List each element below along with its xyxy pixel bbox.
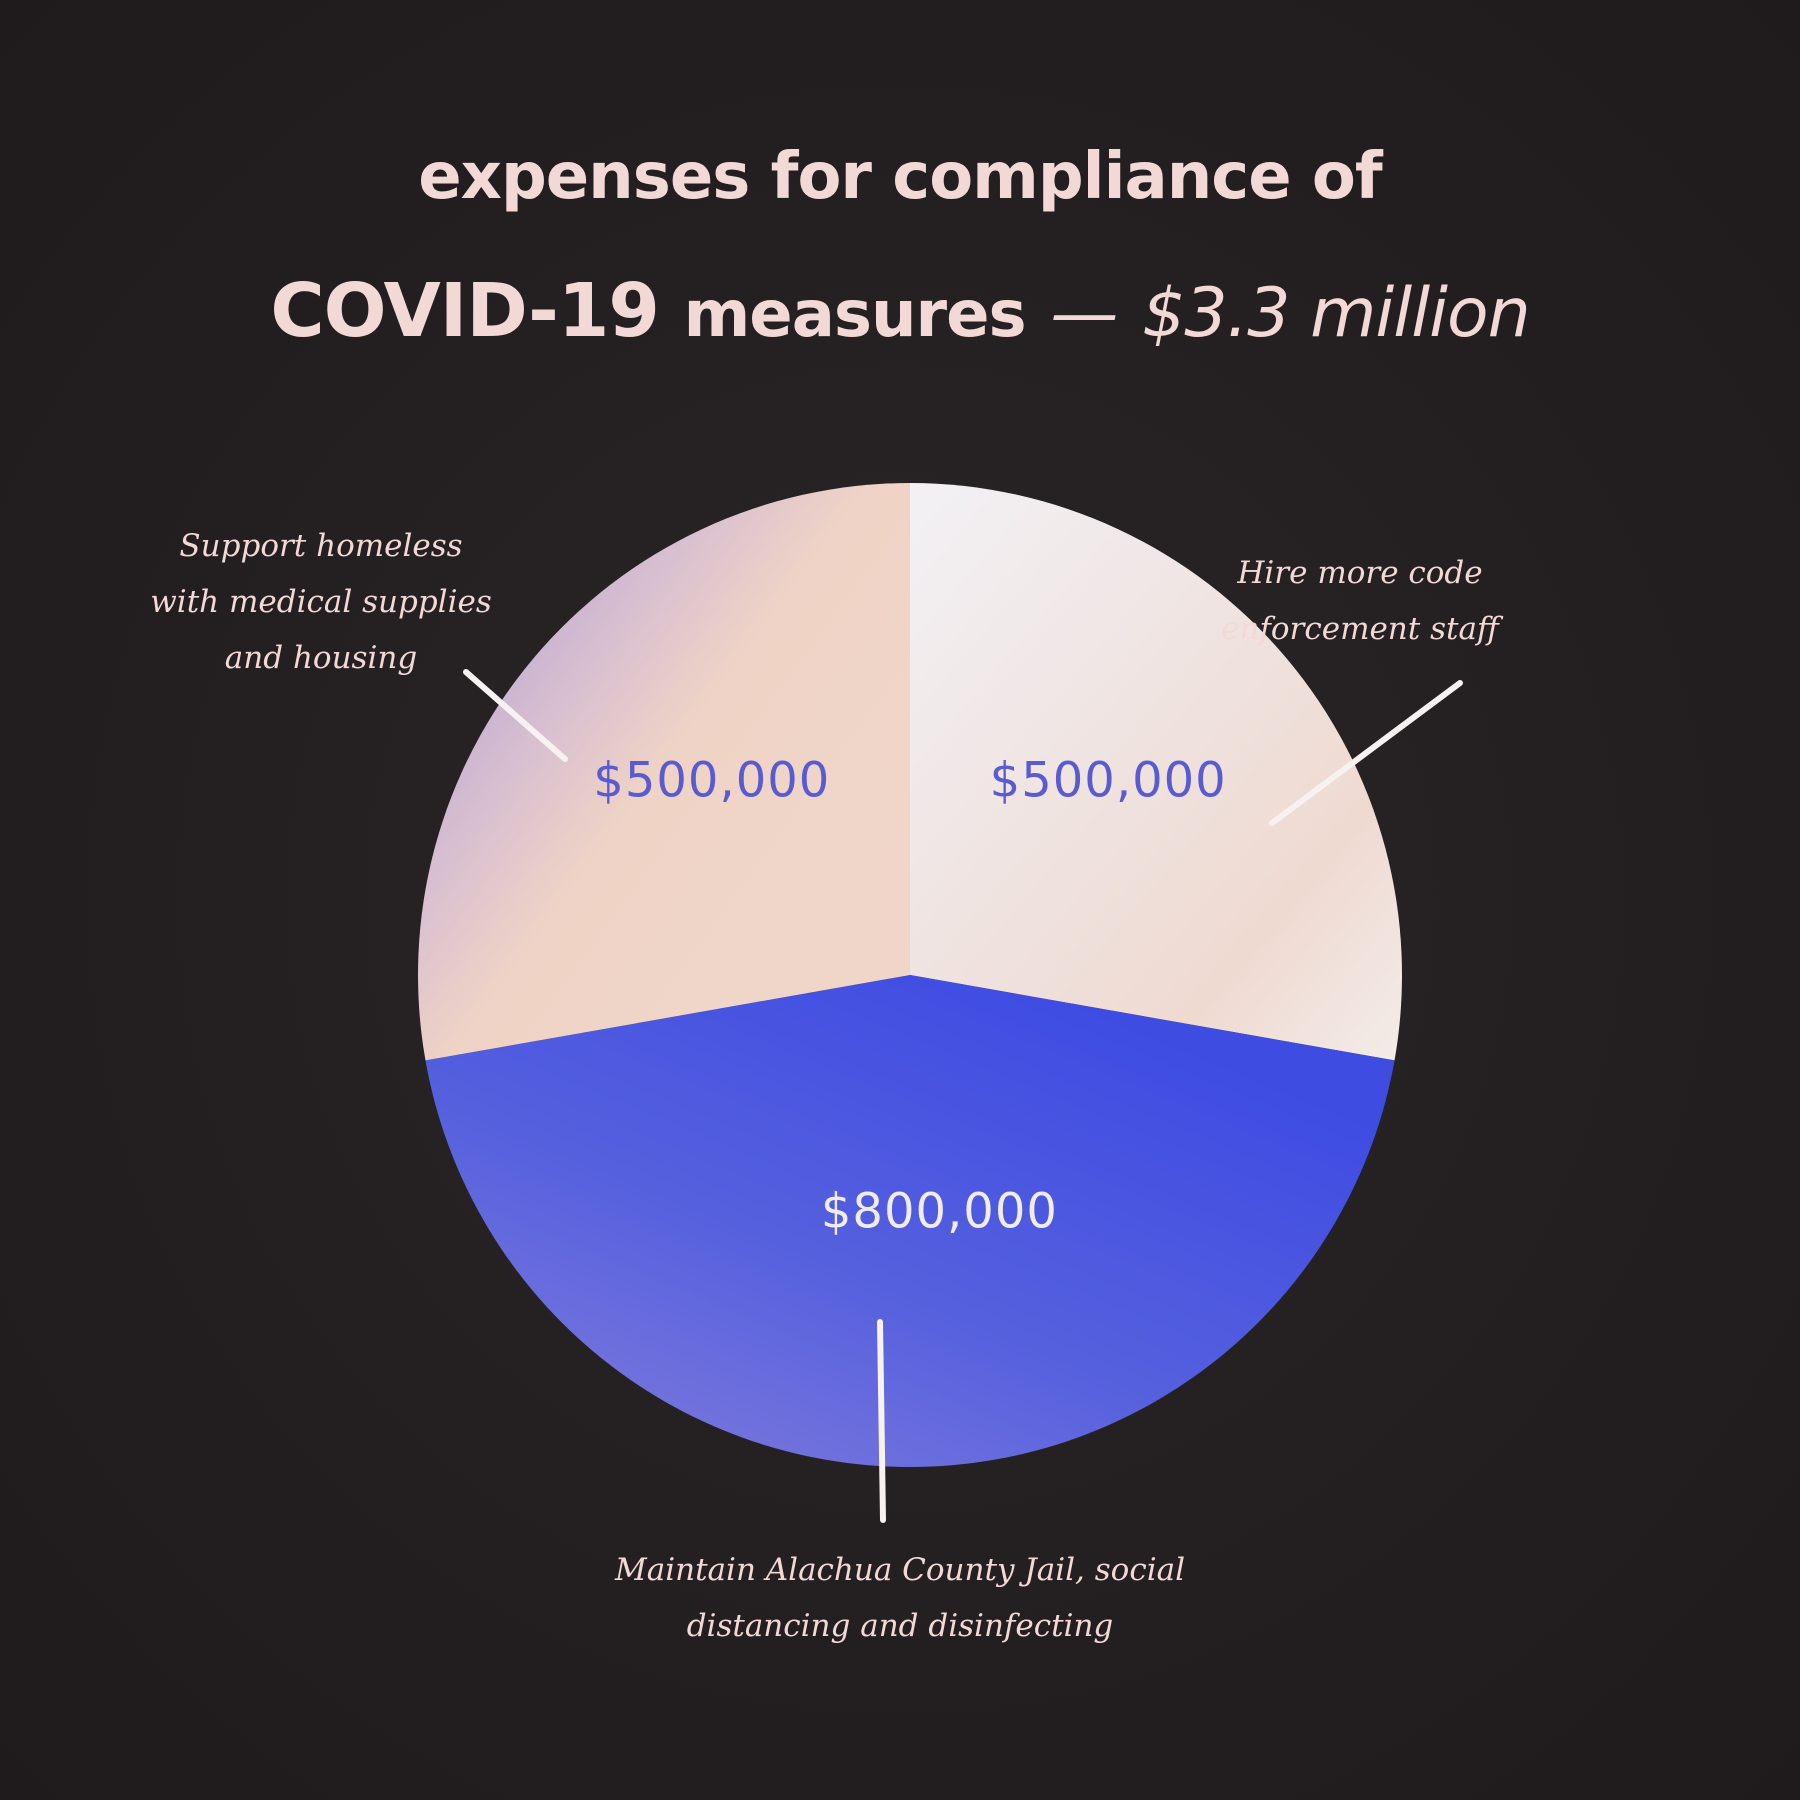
value-label: $500,000 xyxy=(593,753,830,809)
leader-line xyxy=(463,669,568,762)
leader-line xyxy=(877,1319,886,1523)
callout-line: Hire more code xyxy=(1237,555,1483,591)
value-label: $500,000 xyxy=(990,753,1227,809)
chart-title-line-1: expenses for compliance of xyxy=(418,140,1382,214)
callout-support-homeless: Support homeless with medical supplies a… xyxy=(150,518,491,686)
callout-line: and housing xyxy=(224,640,418,676)
value-label: $800,000 xyxy=(821,1183,1058,1239)
title-measures: measures xyxy=(683,278,1027,352)
callout-hire-code-enforcement: Hire more code enforcement staff xyxy=(1221,545,1499,657)
callout-line: distancing and disinfecting xyxy=(686,1608,1114,1644)
callout-line: Maintain Alachua County Jail, social xyxy=(614,1552,1186,1588)
callout-line: Support homeless xyxy=(179,528,463,564)
title-covid: COVID-19 xyxy=(270,268,660,354)
leader-line xyxy=(1269,680,1463,826)
callout-maintain-jail: Maintain Alachua County Jail, social dis… xyxy=(615,1542,1185,1654)
callout-line: enforcement staff xyxy=(1221,611,1499,647)
title-dash: — xyxy=(1050,274,1118,353)
slice-hire-code-enforcement xyxy=(910,483,1402,1061)
slice-support-homeless xyxy=(417,483,910,1061)
slice-maintain-jail xyxy=(425,975,1395,1467)
title-total: $3.3 million xyxy=(1142,274,1531,353)
chart-title-line-2: COVID-19 measures — $3.3 million xyxy=(0,268,1800,354)
callout-line: with medical supplies xyxy=(150,584,492,620)
